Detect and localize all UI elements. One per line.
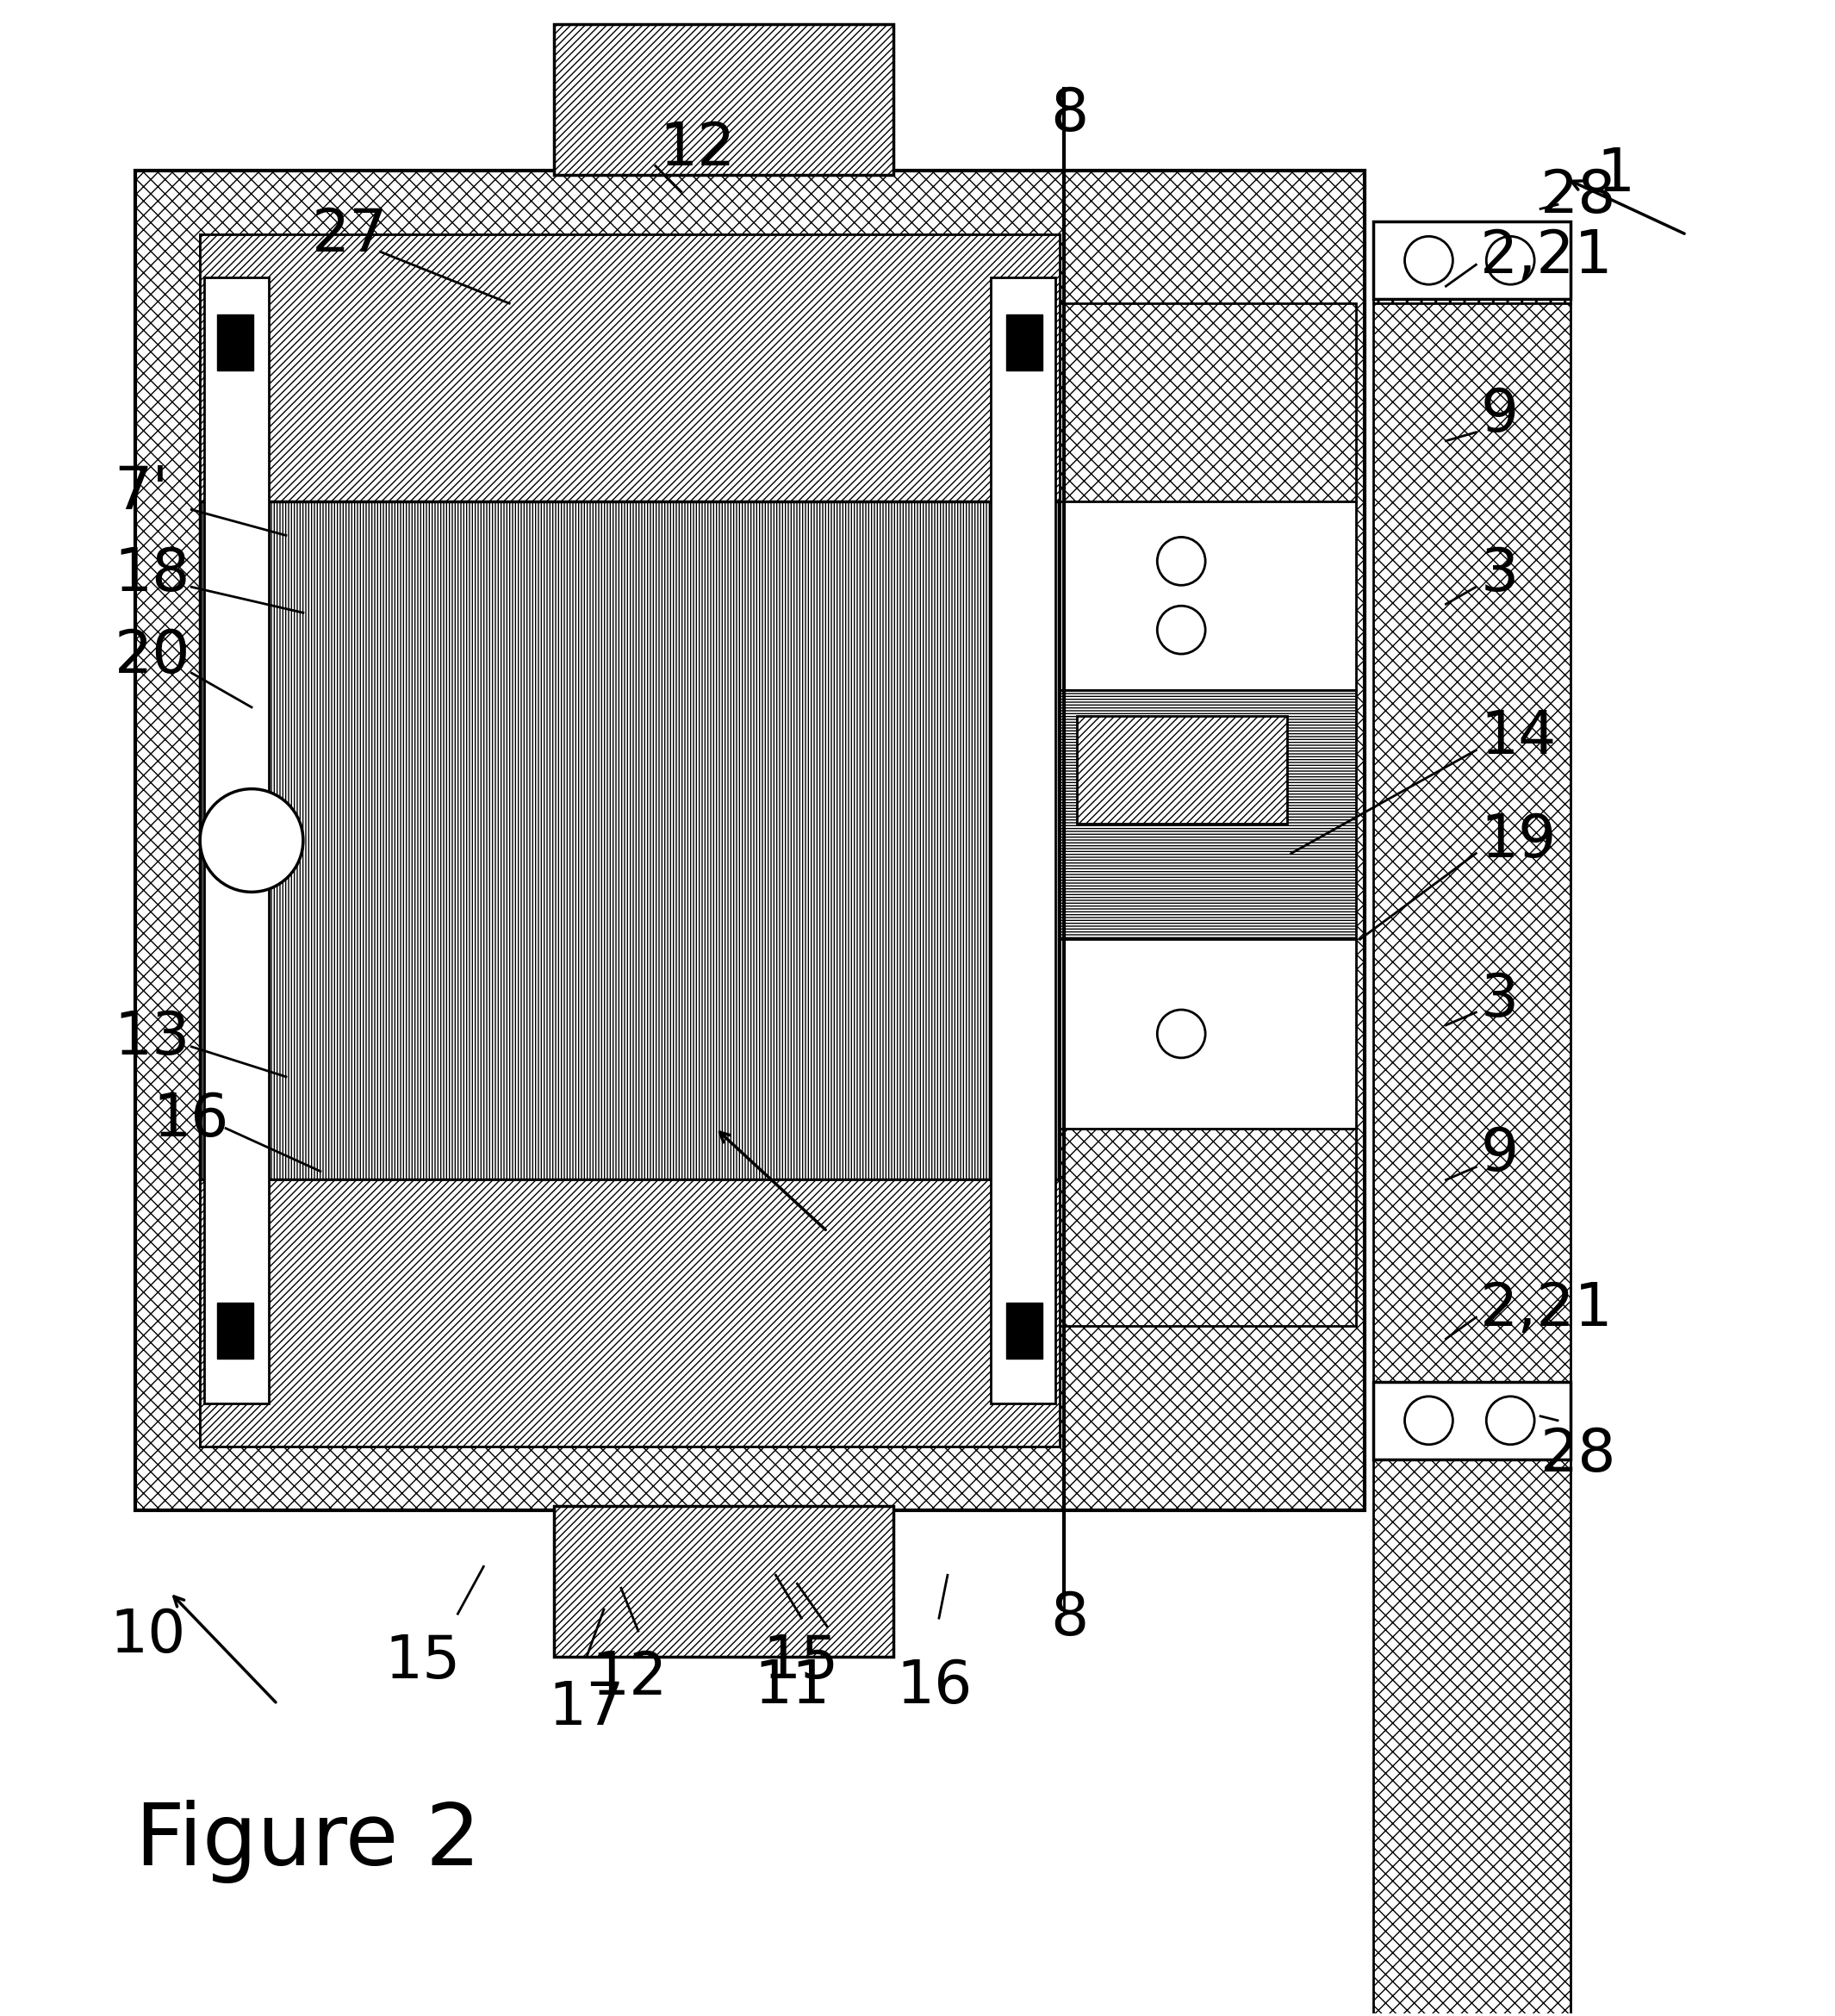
Text: 18: 18 — [114, 544, 191, 603]
Circle shape — [1486, 1397, 1534, 1445]
Bar — [200, 1179, 1059, 1445]
Text: 3: 3 — [1481, 970, 1518, 1028]
Bar — [217, 314, 253, 371]
Text: 12: 12 — [661, 119, 736, 177]
Text: 9: 9 — [1481, 1125, 1518, 1183]
Text: 15: 15 — [385, 1633, 461, 1689]
Text: 11: 11 — [754, 1657, 829, 1716]
Text: 10: 10 — [110, 1607, 185, 1663]
Circle shape — [1158, 607, 1206, 653]
Text: 2,21: 2,21 — [1481, 228, 1613, 284]
Text: 9: 9 — [1481, 387, 1518, 444]
Text: 19: 19 — [1481, 812, 1556, 869]
Text: 27: 27 — [312, 206, 387, 264]
Bar — [1059, 689, 1356, 939]
Circle shape — [1406, 236, 1453, 284]
Bar — [1059, 502, 1356, 689]
Circle shape — [1486, 236, 1534, 284]
Text: 2,21: 2,21 — [1481, 1280, 1613, 1337]
Bar — [1373, 302, 1571, 1381]
Bar — [200, 502, 1059, 1179]
Circle shape — [200, 788, 303, 891]
Circle shape — [1158, 536, 1206, 585]
Bar — [1077, 716, 1286, 823]
Bar — [1373, 1437, 1571, 2016]
Bar — [200, 234, 1059, 1445]
Text: 3: 3 — [1481, 544, 1518, 603]
Bar — [554, 24, 894, 175]
Text: Figure 2: Figure 2 — [136, 1800, 481, 1883]
Bar — [1059, 302, 1356, 502]
Text: 28: 28 — [1540, 1425, 1617, 1484]
Bar — [200, 234, 1059, 502]
Text: 16: 16 — [152, 1091, 229, 1149]
Text: 12: 12 — [591, 1649, 668, 1708]
Bar — [1373, 298, 1571, 302]
Text: 8: 8 — [1051, 85, 1088, 143]
Text: 16: 16 — [895, 1657, 973, 1716]
Text: 17: 17 — [549, 1679, 624, 1738]
Text: 15: 15 — [763, 1633, 839, 1689]
Text: 7': 7' — [114, 464, 169, 522]
Bar — [1006, 1302, 1042, 1359]
Text: 14: 14 — [1481, 708, 1556, 766]
Bar — [1059, 939, 1356, 1129]
Text: 20: 20 — [114, 627, 191, 685]
Text: 1: 1 — [1596, 145, 1635, 204]
Circle shape — [1406, 1397, 1453, 1445]
Text: 8: 8 — [1051, 1589, 1088, 1647]
Bar — [204, 278, 268, 1403]
Text: 28: 28 — [1540, 167, 1617, 226]
Circle shape — [1158, 1010, 1206, 1058]
Text: 13: 13 — [114, 1010, 191, 1066]
Bar — [217, 1302, 253, 1359]
Bar — [1059, 1129, 1356, 1327]
Bar — [1373, 1381, 1571, 1460]
Bar — [1006, 314, 1042, 371]
Bar — [991, 278, 1055, 1403]
Bar — [136, 169, 1363, 1510]
Bar — [554, 1506, 894, 1657]
Bar — [1373, 222, 1571, 298]
